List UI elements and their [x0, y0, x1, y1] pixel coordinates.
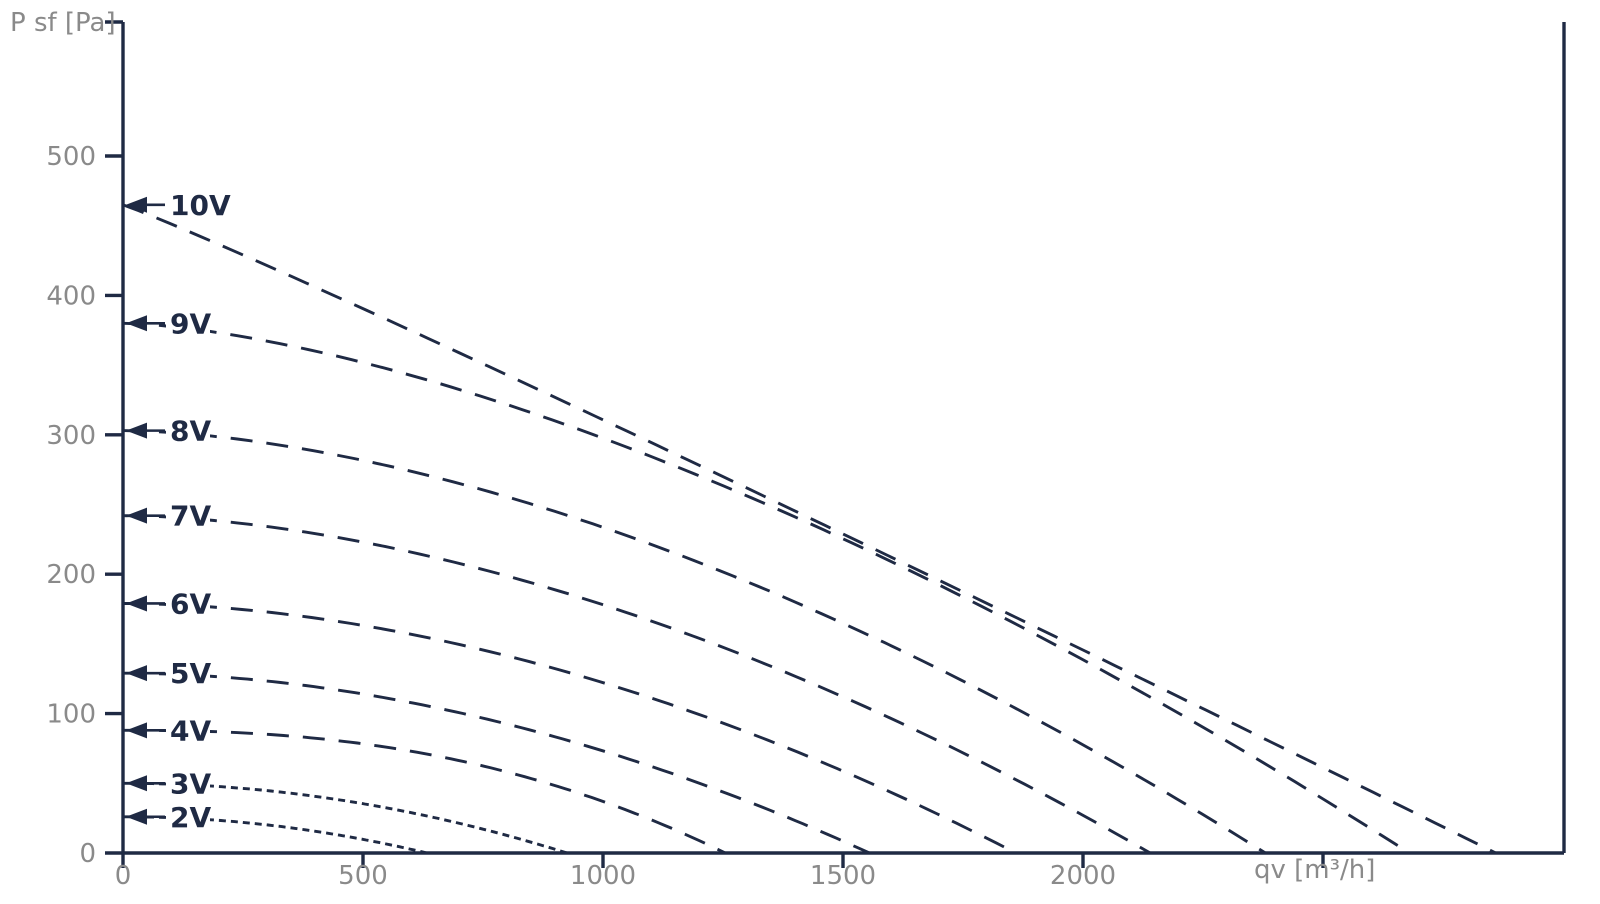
curve-5v: [123, 671, 871, 855]
series-label-bg-10v: [166, 189, 227, 220]
series-label-4v: 4V: [170, 714, 211, 747]
y-axis-title: P sf [Pa]: [10, 8, 116, 38]
x-tick-label-1500: 1500: [810, 861, 876, 891]
series-arrow-7v: [126, 507, 147, 524]
series-label-3v: 3V: [170, 767, 211, 800]
curve-6v: [123, 602, 1017, 855]
series-label-bg-9v: [166, 308, 210, 339]
series-arrow-2v: [126, 808, 147, 825]
series-label-8v: 8V: [170, 415, 211, 448]
x-tick-label-500: 500: [338, 861, 388, 891]
series-label-bg-6v: [166, 588, 210, 619]
y-tick-label-100: 100: [46, 700, 96, 730]
curve-9v: [122, 321, 1411, 855]
series-label-7v: 7V: [170, 500, 211, 533]
series-label-bg-7v: [166, 500, 210, 531]
series-arrow-10v: [126, 196, 147, 213]
y-tick-label-400: 400: [46, 281, 96, 311]
x-tick-label-2000: 2000: [1050, 861, 1116, 891]
y-tick-label-0: 0: [79, 839, 96, 869]
curve-10v: [122, 203, 1497, 855]
series-arrow-6v: [126, 595, 147, 612]
x-tick-label-1000: 1000: [570, 861, 636, 891]
series-arrow-4v: [126, 722, 147, 739]
y-tick-label-200: 200: [46, 560, 96, 590]
series-label-9v: 9V: [170, 307, 211, 340]
series-arrow-5v: [126, 665, 147, 682]
series-label-bg-2v: [166, 801, 210, 832]
series-label-bg-8v: [166, 415, 210, 446]
series-arrow-3v: [126, 775, 147, 792]
series-label-bg-5v: [166, 658, 210, 689]
curve-7v: [122, 514, 1151, 855]
curve-8v: [122, 429, 1267, 855]
series-arrow-9v: [126, 315, 147, 332]
curve-4v: [123, 728, 727, 855]
series-arrow-8v: [126, 422, 147, 439]
series-label-bg-3v: [166, 768, 210, 799]
y-tick-label-300: 300: [46, 421, 96, 451]
series-label-6v: 6V: [170, 587, 211, 620]
series-label-5v: 5V: [170, 657, 211, 690]
y-tick-label-500: 500: [46, 142, 96, 172]
series-label-2v: 2V: [170, 801, 211, 834]
x-tick-label-0: 0: [115, 861, 132, 891]
series-label-bg-4v: [166, 715, 210, 746]
x-axis-title: qv [m³/h]: [1254, 855, 1376, 885]
series-label-10v: 10V: [170, 189, 231, 222]
